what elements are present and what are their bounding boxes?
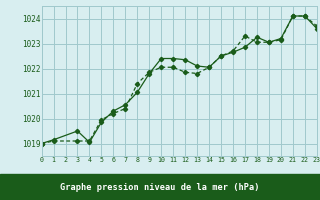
Text: Graphe pression niveau de la mer (hPa): Graphe pression niveau de la mer (hPa): [60, 182, 260, 192]
